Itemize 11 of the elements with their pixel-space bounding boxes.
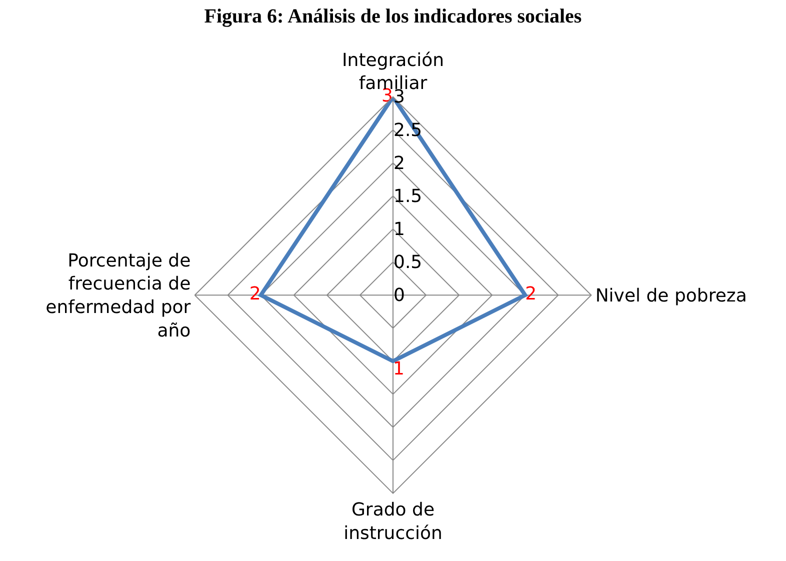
spoke-label: Grado de instrucción	[344, 499, 442, 544]
spoke-label: Nivel de pobreza	[595, 285, 747, 306]
chart-title: Figura 6: Análisis de los indicadores sociales	[204, 5, 582, 28]
y-tick-label: 1.5	[394, 186, 422, 207]
y-tick-label: 0.5	[394, 252, 422, 273]
data-label: 2	[249, 284, 261, 305]
y-tick-label: 1	[394, 218, 405, 240]
data-label: 2	[525, 284, 537, 305]
spoke-label: Porcentaje de frecuencia de enfermedad por año	[46, 250, 192, 342]
y-tick-label: 0	[394, 284, 405, 306]
y-tick-label: 2	[394, 152, 405, 174]
